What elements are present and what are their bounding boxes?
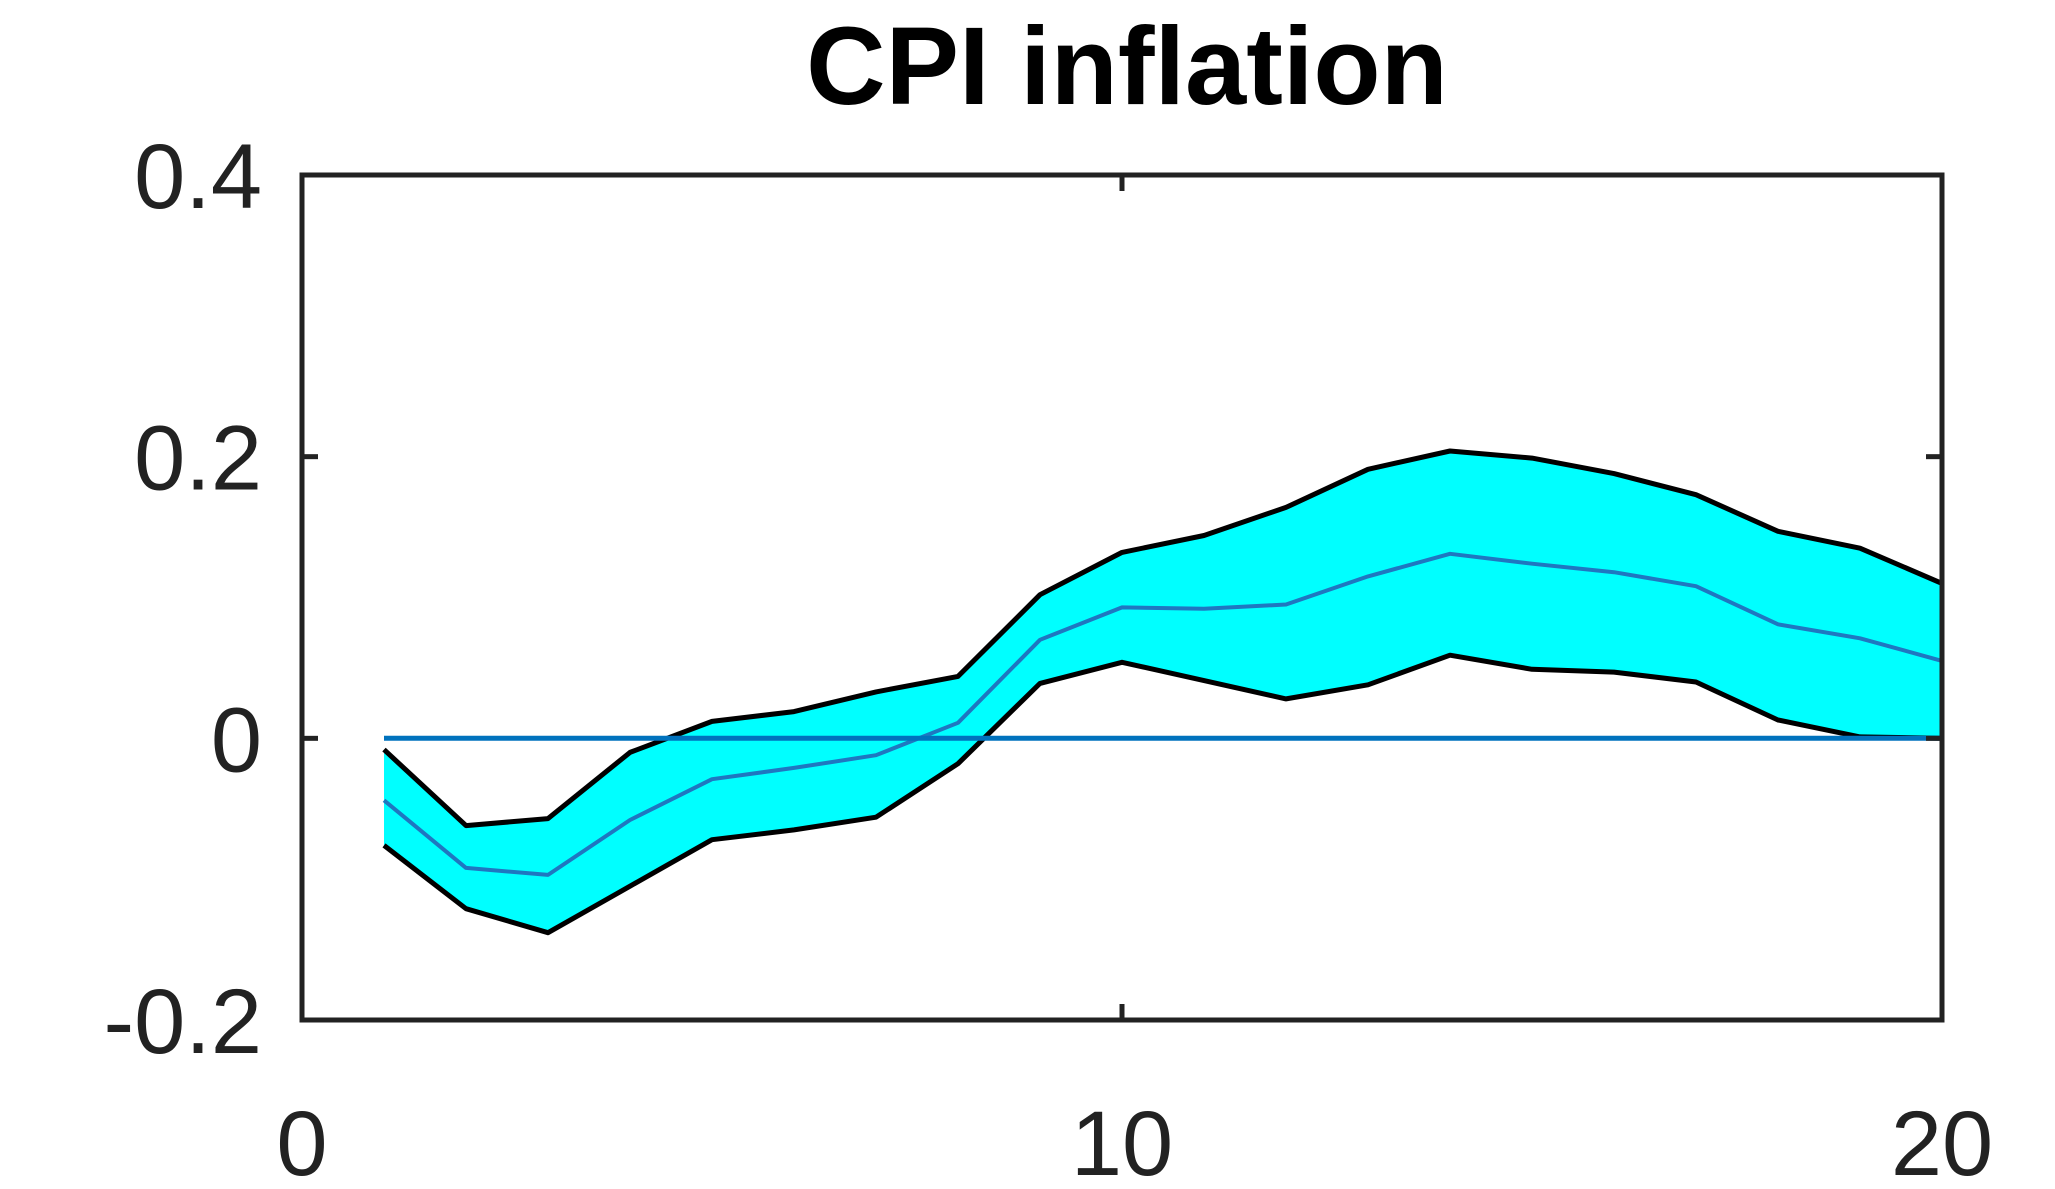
chart-title: CPI inflation [806, 5, 1448, 128]
median-line [382, 551, 1943, 877]
y-tick-label: 0.2 [134, 408, 262, 510]
y-tick-label: -0.2 [103, 971, 262, 1073]
x-tick-label: 0 [276, 1093, 327, 1189]
y-tick-label: 0.4 [134, 126, 262, 228]
tick-labels: 0 10 20-0.200.20.4 [103, 126, 1993, 1189]
confidence-band [384, 451, 1942, 933]
x-tick-label: 10 [1071, 1093, 1173, 1189]
axis-ticks [299, 172, 1945, 1023]
y-tick-label: 0 [211, 689, 262, 791]
lower-band-line [382, 652, 1943, 936]
upper-band-line [382, 448, 1943, 829]
x-tick-label: 20 [1891, 1093, 1993, 1189]
plot-area [382, 448, 1943, 936]
